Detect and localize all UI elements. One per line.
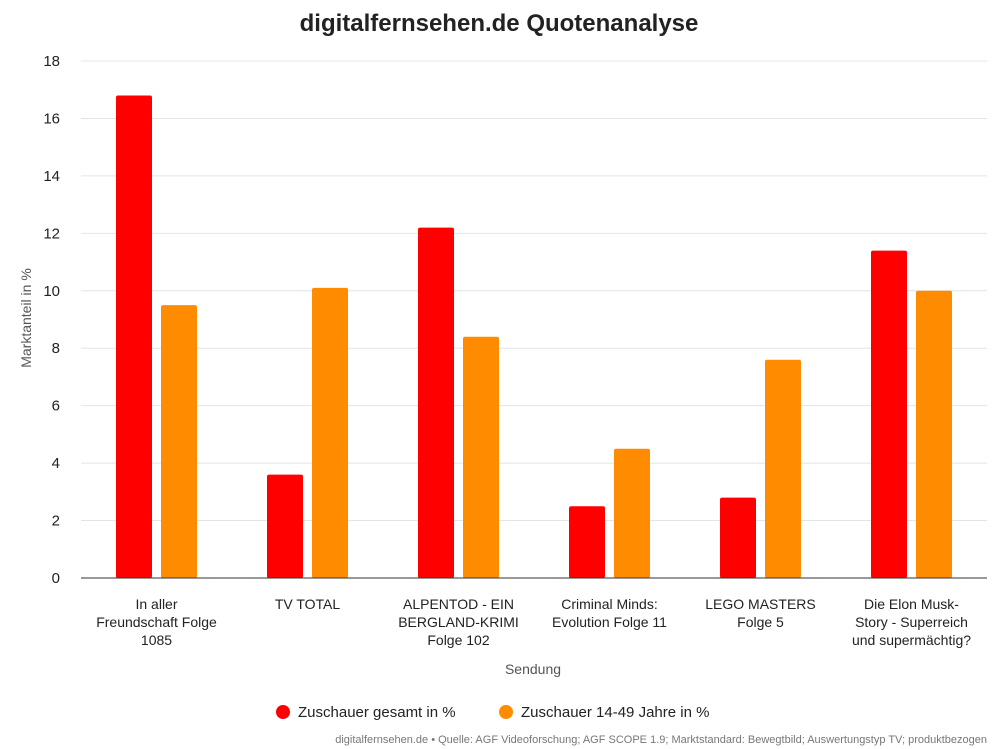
y-tick-label: 2	[52, 513, 60, 530]
bars	[116, 95, 952, 579]
bar-14-49-2	[312, 287, 348, 578]
bar-gesamt-5	[720, 497, 756, 578]
x-category-label: LEGO MASTERS Folge 5	[705, 596, 815, 630]
x-category-label: Criminal Minds: Evolution Folge 11	[552, 596, 667, 630]
legend: Zuschauer gesamt in % Zuschauer 14-49 Jah…	[276, 704, 709, 721]
gridlines	[81, 60, 987, 522]
y-tick-label: 18	[43, 53, 60, 70]
bar-gesamt-6	[871, 250, 907, 579]
bar-14-49-6	[916, 290, 952, 578]
y-tick-label: 6	[52, 398, 60, 415]
y-tick-label: 4	[52, 455, 60, 472]
bar-gesamt-1	[116, 95, 152, 578]
y-axis-ticks: 0 2 4 6 8 10 12 14 16 18	[43, 53, 60, 587]
source-note: digitalfernsehen.de • Quelle: AGF Videof…	[335, 734, 987, 746]
legend-label: Zuschauer gesamt in %	[298, 704, 456, 721]
chart-title: digitalfernsehen.de Quotenanalyse	[300, 10, 699, 37]
y-tick-label: 16	[43, 110, 60, 127]
legend-marker	[276, 705, 290, 719]
x-category-label: Die Elon Musk-Story - Superreich und supe…	[852, 596, 971, 648]
y-tick-label: 12	[43, 225, 60, 242]
y-tick-label: 10	[43, 283, 60, 300]
y-axis-label: Marktanteil in %	[18, 268, 34, 368]
bar-14-49-3	[463, 336, 499, 578]
bar-14-49-4	[614, 448, 650, 578]
y-tick-label: 0	[52, 570, 60, 587]
bar-14-49-1	[161, 305, 197, 578]
bar-gesamt-3	[418, 227, 454, 579]
x-category-label: ALPENTOD - EIN BERGLAND-KRIMI Folge 102	[398, 596, 519, 648]
bar-14-49-5	[765, 359, 801, 578]
bar-gesamt-4	[569, 506, 605, 578]
x-axis-categories: In aller Freundschaft Folge 1085 TV TOTAL AL…	[96, 596, 971, 648]
y-tick-label: 8	[52, 340, 60, 357]
legend-label: Zuschauer 14-49 Jahre in %	[521, 704, 709, 721]
x-axis-label: Sendung	[505, 661, 561, 677]
y-tick-label: 14	[43, 168, 60, 185]
bar-gesamt-2	[267, 474, 303, 578]
legend-marker	[499, 705, 513, 719]
x-category-label: TV TOTAL	[275, 596, 341, 612]
x-category-label: In aller Freundschaft Folge 1085	[96, 596, 217, 648]
